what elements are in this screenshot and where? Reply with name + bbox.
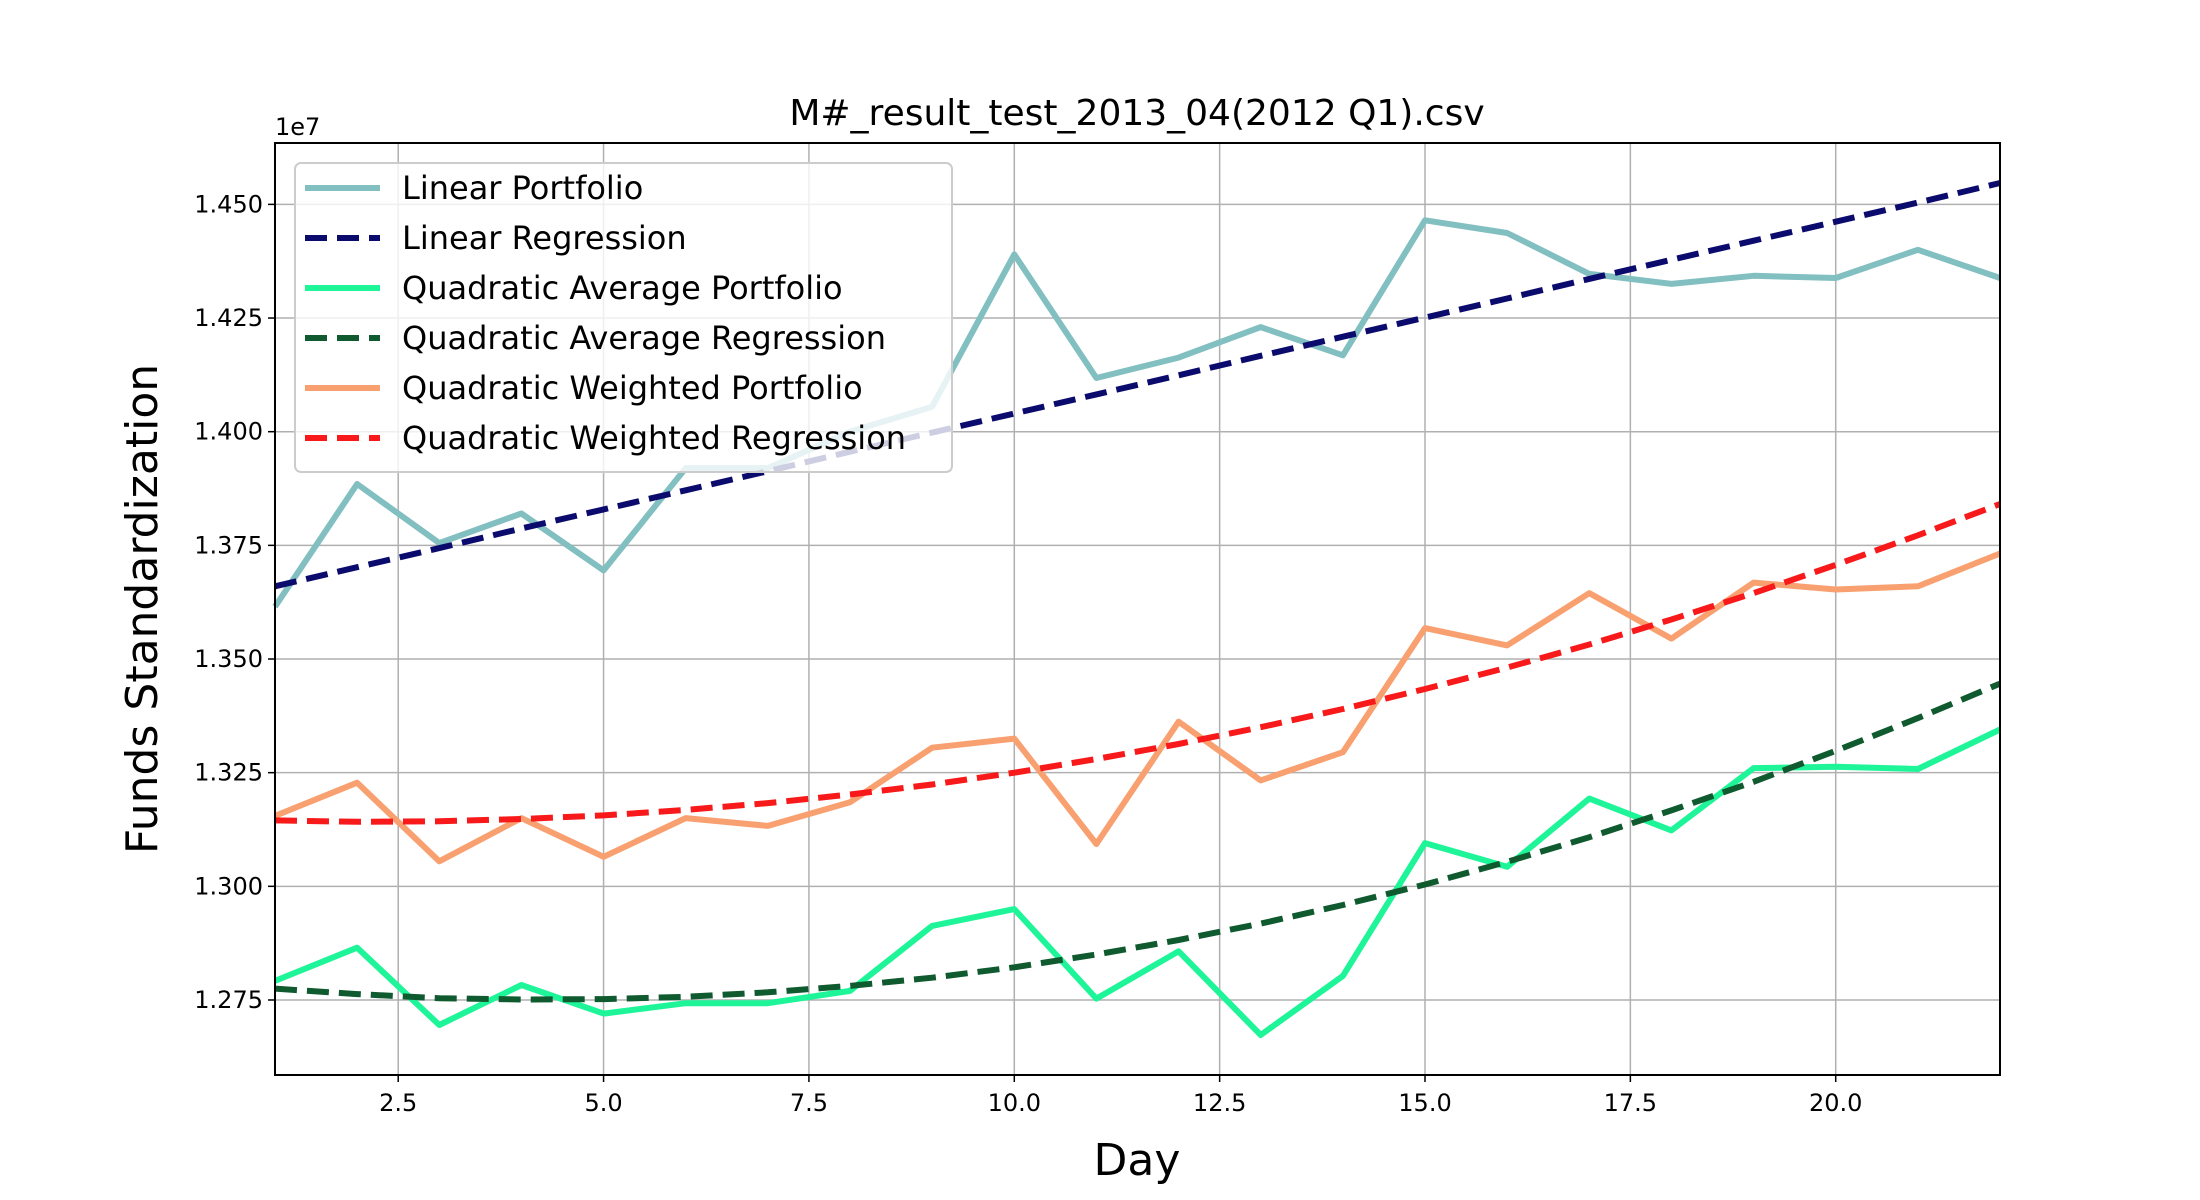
y-tick-label: 1.325 [194, 759, 263, 787]
x-tick-label: 15.0 [1398, 1089, 1451, 1117]
y-tick-label: 1.425 [194, 304, 263, 332]
series-line-linear-portfolio [272, 217, 2001, 609]
y-tick-label: 1.450 [194, 190, 263, 218]
y-tick-label: 1.400 [194, 418, 263, 446]
series-lines [272, 180, 2002, 1038]
x-axis-ticks: 2.5 5.0 7.5 10.0 12.5 15.0 17.5 20.0 [379, 1075, 1862, 1117]
y-axis-ticks: 1.275 1.300 1.325 1.350 1.375 1.400 1.425 1.450 [194, 190, 275, 1014]
legend-label: Quadratic Average Regression [402, 319, 886, 357]
legend-label: Linear Regression [402, 219, 687, 257]
x-tick-label: 10.0 [988, 1089, 1041, 1117]
legend: Linear Portfolio Linear Regression Quadrat… [294, 162, 953, 473]
series-line-quadratic-weighted-portfolio [273, 550, 2002, 865]
chart-title: M#_result_test_2013_04(2012 Q1).csv [789, 93, 1484, 134]
x-tick-label: 5.0 [584, 1089, 622, 1117]
legend-label: Linear Portfolio [402, 169, 643, 207]
y-tick-label: 1.300 [194, 872, 263, 900]
x-tick-label: 20.0 [1809, 1089, 1862, 1117]
series-line-quadratic-weighted-regression [274, 501, 2002, 825]
legend-label: Quadratic Weighted Portfolio [402, 369, 863, 407]
legend-label: Quadratic Average Portfolio [402, 269, 843, 307]
x-axis-label: Day [1094, 1135, 1181, 1186]
series-line-linear-regression [274, 180, 2001, 590]
legend-label: Quadratic Weighted Regression [402, 419, 906, 457]
x-tick-label: 2.5 [379, 1089, 417, 1117]
y-axis-offset-label: 1e7 [275, 113, 320, 141]
legend-entries: Linear Portfolio Linear Regression Quadrat… [305, 169, 906, 457]
y-axis-label: Funds Standardization [117, 364, 168, 854]
y-tick-label: 1.275 [194, 986, 263, 1014]
series-line-quadratic-average-regression [274, 680, 2002, 1003]
x-tick-label: 7.5 [790, 1089, 828, 1117]
legend-box [294, 162, 953, 473]
x-tick-label: 17.5 [1604, 1089, 1657, 1117]
x-tick-label: 12.5 [1193, 1089, 1246, 1117]
y-tick-label: 1.375 [194, 531, 263, 559]
plot-frame [274, 142, 2001, 1076]
y-tick-label: 1.350 [194, 645, 263, 673]
